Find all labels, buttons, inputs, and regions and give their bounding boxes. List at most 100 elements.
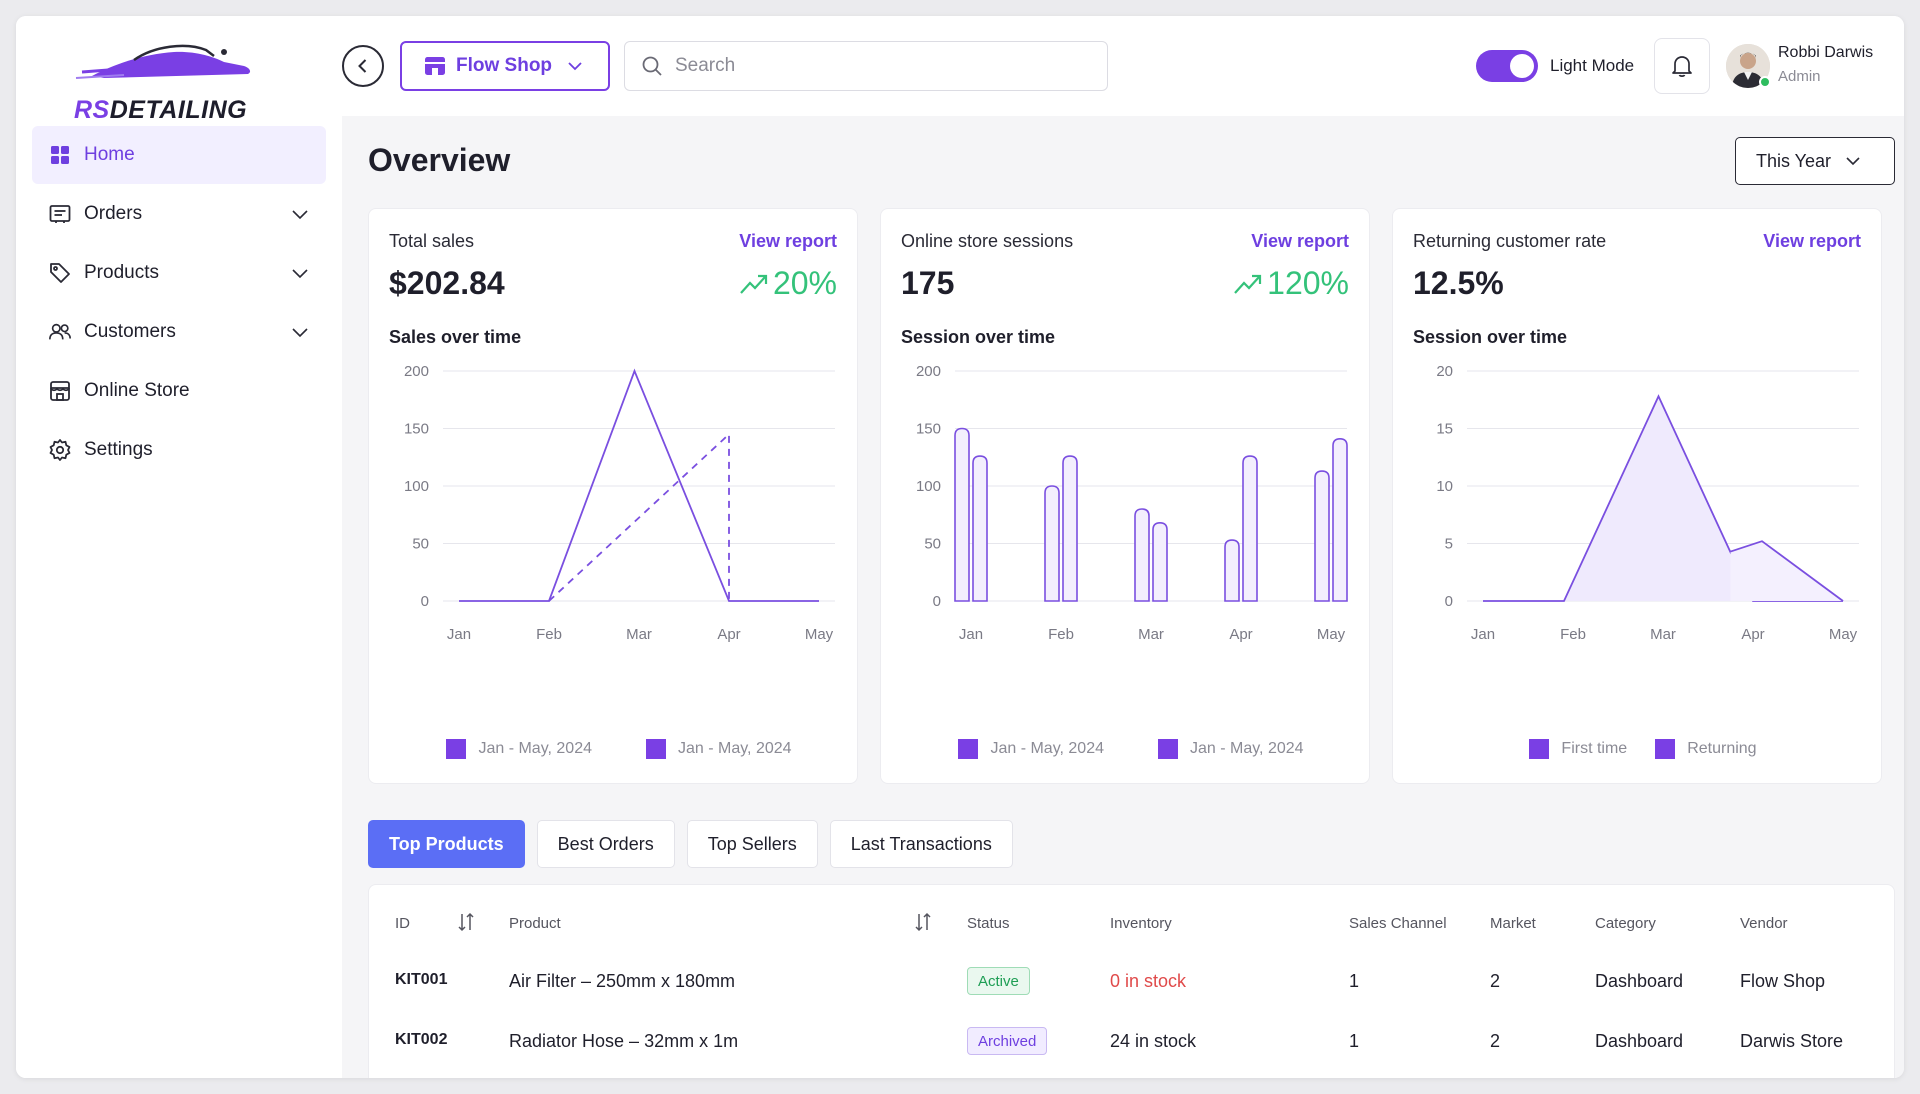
back-button[interactable] (342, 45, 384, 87)
chevron-down-icon (1846, 157, 1860, 166)
legend-item[interactable]: Jan - May, 2024 (946, 739, 1104, 759)
tab-top-sellers[interactable]: Top Sellers (686, 820, 818, 868)
card-title: Returning customer rate (1413, 231, 1607, 251)
table-tabs: Top Products Best Orders Top Sellers Las… (368, 820, 1013, 868)
legend-label: Jan - May, 2024 (678, 740, 792, 757)
returning-area-chart: 0 5 10 15 20 Jan Feb Mar Apr May (1436, 363, 1859, 643)
x-tick-label: Feb (1048, 626, 1074, 643)
receipt-icon (48, 202, 72, 226)
y-tick-label: 20 (1436, 363, 1453, 380)
data-point[interactable] (726, 431, 732, 437)
bar-may-1[interactable] (1332, 438, 1348, 602)
column-header-market[interactable]: Market (1490, 915, 1536, 932)
column-header-status[interactable]: Status (967, 915, 1010, 932)
bar-apr-1[interactable] (1242, 455, 1258, 602)
view-report-link[interactable]: View report (1251, 231, 1349, 251)
bar-may-0[interactable] (1314, 470, 1330, 602)
column-header-vendor[interactable]: Vendor (1740, 915, 1788, 932)
notifications-button[interactable] (1654, 38, 1710, 94)
legend-item[interactable]: Jan - May, 2024 (434, 739, 592, 759)
bar-jan-1[interactable] (972, 455, 988, 602)
sidebar-item-home[interactable]: Home (32, 126, 326, 184)
sidebar-item-online-store[interactable]: Online Store (32, 362, 326, 420)
trend-value: 20% (772, 265, 837, 301)
tab-last-transactions[interactable]: Last Transactions (829, 820, 1013, 868)
legend-label: First time (1561, 740, 1628, 757)
bar-mar-0[interactable] (1134, 508, 1150, 602)
bar-feb-0[interactable] (1044, 485, 1060, 602)
chart-title: Sales over time (389, 327, 522, 347)
user-name: Robbi Darwis (1778, 44, 1874, 61)
column-header-category[interactable]: Category (1595, 915, 1656, 932)
search-icon (642, 56, 662, 76)
data-point[interactable] (632, 368, 638, 374)
sidebar-item-orders[interactable]: Orders (32, 185, 326, 243)
avatar[interactable] (1726, 44, 1771, 88)
series-line-1[interactable] (1730, 540, 1844, 602)
y-tick-label: 200 (404, 363, 429, 380)
sort-icon[interactable] (457, 912, 475, 932)
sort-icon[interactable] (914, 912, 932, 932)
cell-sales-channel: 1 (1349, 1031, 1360, 1051)
column-header-product[interactable]: Product (509, 915, 561, 932)
tag-icon (48, 261, 72, 285)
cell-product[interactable]: Air Filter – 250mm x 180mm (509, 971, 736, 991)
x-tick-label: Feb (536, 626, 562, 643)
view-report-link[interactable]: View report (739, 231, 837, 251)
cell-product[interactable]: Radiator Hose – 32mm x 1m (509, 1031, 739, 1051)
legend-label: Jan - May, 2024 (478, 740, 592, 757)
cell-id[interactable]: KIT001 (395, 971, 448, 988)
legend-item[interactable]: First time (1517, 739, 1627, 759)
x-tick-label: Mar (1650, 626, 1676, 643)
series-line-1[interactable] (548, 432, 730, 602)
brand-logo[interactable]: RSDETAILING (74, 38, 270, 128)
light-mode-label: Light Mode (1550, 56, 1635, 75)
legend-item[interactable]: Jan - May, 2024 (1146, 739, 1304, 759)
series-line-0[interactable] (459, 368, 819, 602)
bar-jan-0[interactable] (954, 427, 970, 602)
trend-up-icon (1234, 274, 1262, 294)
bar-apr-0[interactable] (1224, 539, 1240, 602)
chart-legend: Jan - May, 2024 Jan - May, 2024 (369, 739, 857, 759)
cell-id[interactable]: KIT002 (395, 1031, 448, 1048)
data-point[interactable] (546, 598, 552, 604)
returning-rate-card: Returning customer rate View report 12.5… (1392, 208, 1882, 784)
data-point[interactable] (816, 598, 822, 604)
legend-label: Jan - May, 2024 (990, 740, 1104, 757)
toggle-knob (1510, 54, 1534, 78)
bar-mar-1[interactable] (1152, 521, 1168, 602)
card-value: 175 (901, 265, 955, 301)
cell-inventory: 0 in stock (1110, 971, 1187, 991)
view-report-link[interactable]: View report (1763, 231, 1861, 251)
card-title: Online store sessions (901, 231, 1074, 251)
bar-feb-1[interactable] (1062, 455, 1078, 602)
sidebar-item-products[interactable]: Products (32, 244, 326, 302)
sidebar-item-customers[interactable]: Customers (32, 303, 326, 361)
y-tick-label: 200 (916, 363, 941, 380)
tab-top-products[interactable]: Top Products (368, 820, 525, 868)
y-tick-label: 0 (933, 593, 941, 610)
cell-vendor: Flow Shop (1740, 971, 1826, 991)
data-point[interactable] (456, 598, 462, 604)
column-header-sales-channel[interactable]: Sales Channel (1349, 915, 1447, 932)
column-header-id[interactable]: ID (395, 915, 410, 932)
y-tick-label: 100 (404, 478, 429, 495)
users-icon (48, 320, 72, 344)
column-header-inventory[interactable]: Inventory (1110, 915, 1172, 932)
chevron-down-icon[interactable] (290, 322, 310, 342)
sidebar-item-label: Orders (84, 203, 143, 224)
period-select[interactable]: This Year (1735, 137, 1895, 185)
legend-item[interactable]: Jan - May, 2024 (634, 739, 792, 759)
chart-legend: Jan - May, 2024 Jan - May, 2024 (881, 739, 1369, 759)
legend-item[interactable]: Returning (1643, 739, 1757, 759)
area-fill-1 (1730, 541, 1843, 601)
shop-selector-button[interactable]: Flow Shop (400, 41, 610, 91)
tab-best-orders[interactable]: Best Orders (536, 820, 675, 868)
sidebar-item-settings[interactable]: Settings (32, 421, 326, 479)
chevron-down-icon[interactable] (290, 204, 310, 224)
search-input[interactable] (675, 55, 1075, 77)
light-mode-toggle[interactable] (1476, 50, 1538, 82)
data-point[interactable] (726, 598, 732, 604)
chevron-down-icon[interactable] (290, 263, 310, 283)
legend-swatch (646, 739, 666, 759)
